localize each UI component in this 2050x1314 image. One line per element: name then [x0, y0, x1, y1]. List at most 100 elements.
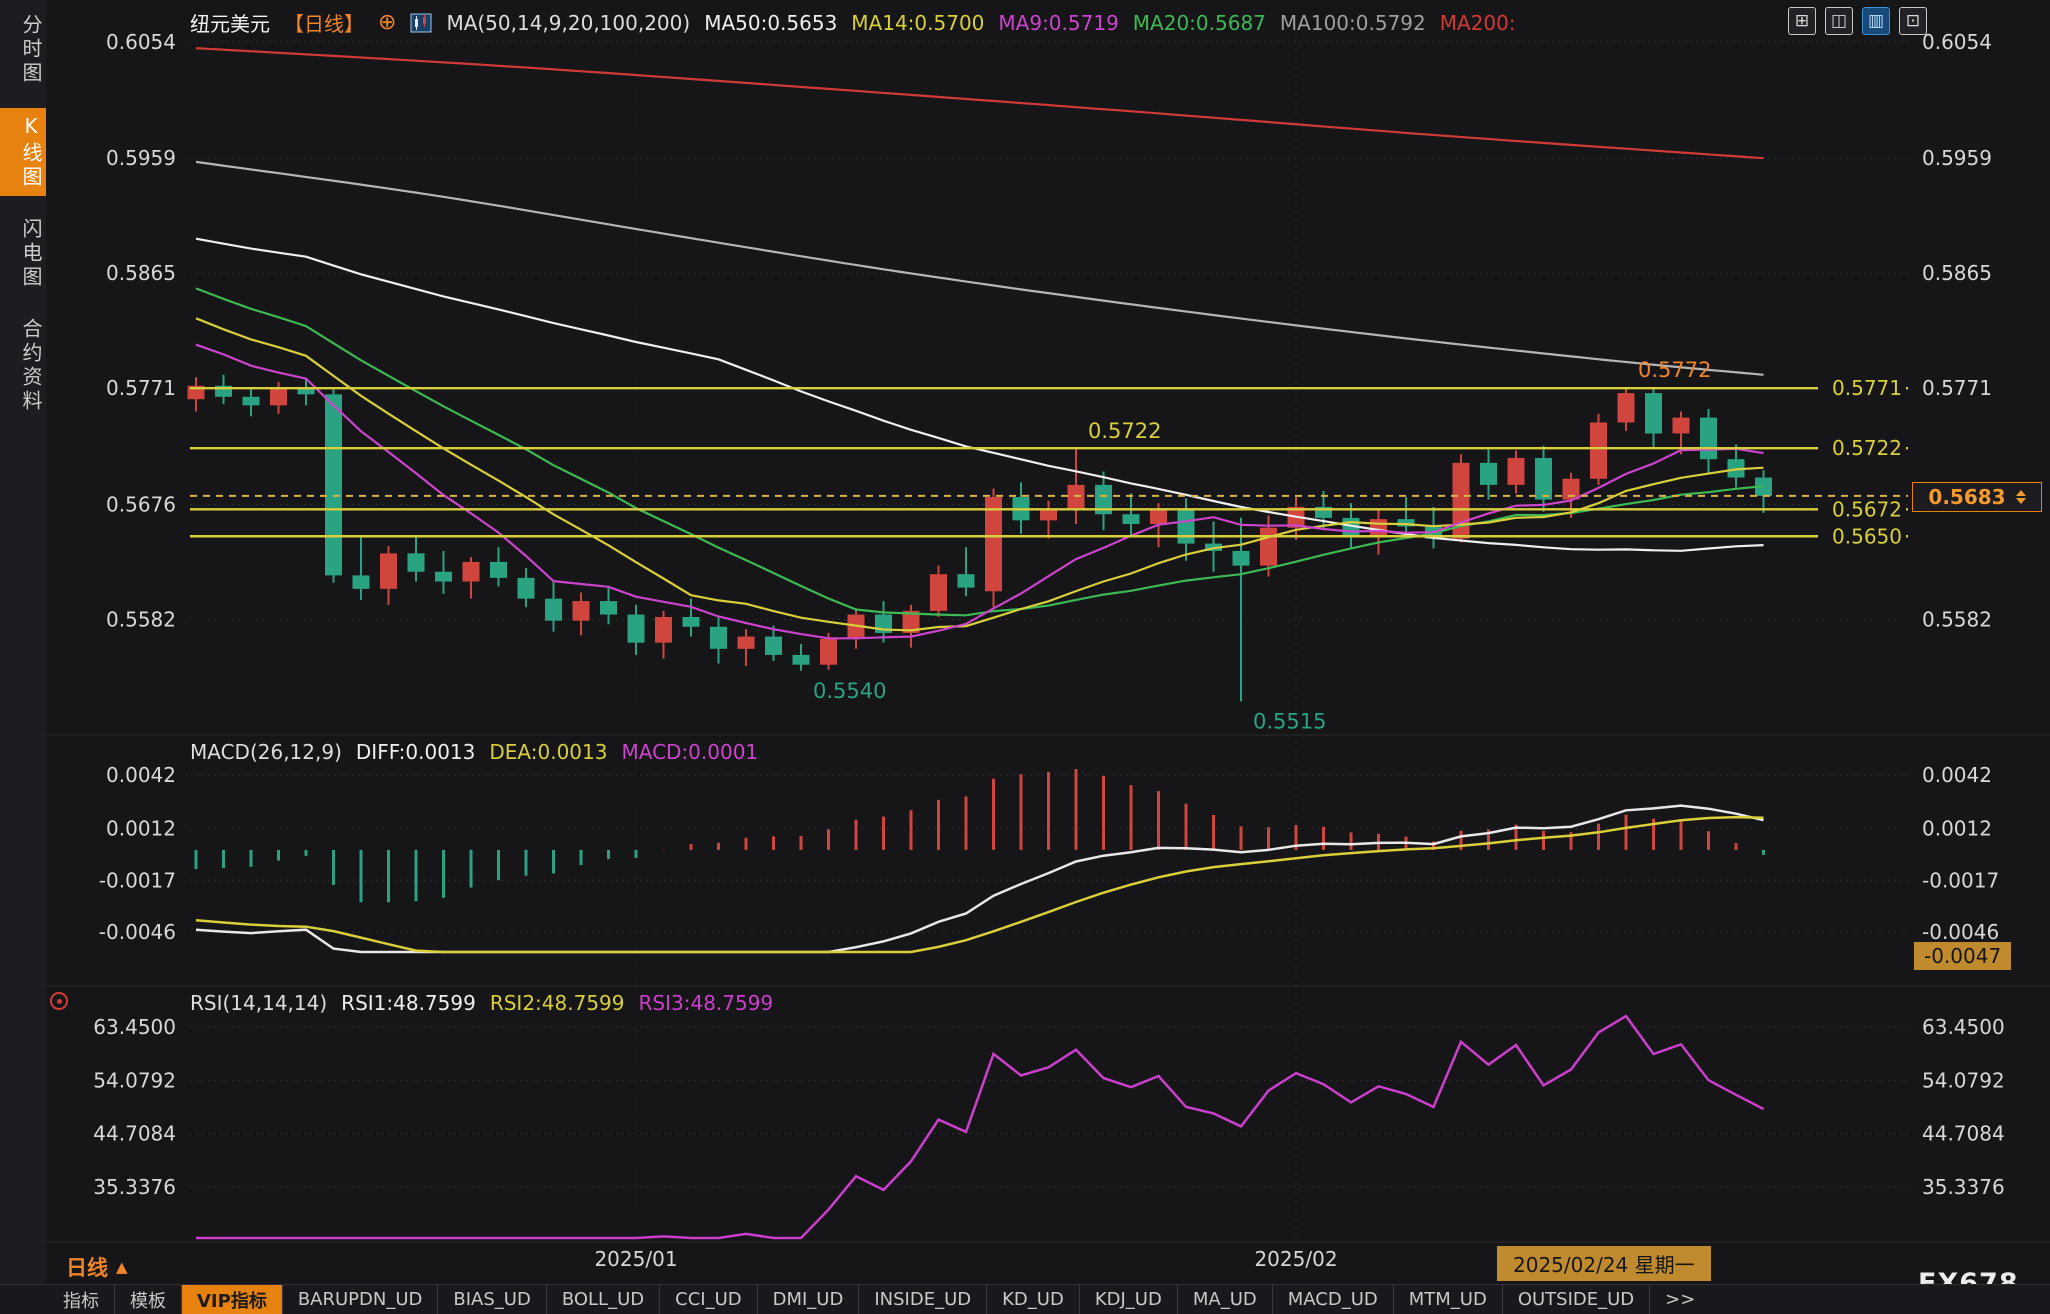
candle-body: [1095, 484, 1112, 515]
macd-axis-label-left: 0.0012: [106, 817, 176, 841]
candle-body: [1315, 506, 1332, 518]
period-tag[interactable]: 【日线】: [284, 12, 364, 36]
candle-body: [1507, 457, 1525, 485]
sidebar-item-2[interactable]: 闪电图: [19, 218, 43, 290]
ma-legend-item-5: MA200:: [1439, 10, 1516, 35]
bottom-tab-3-BARUPDN_UD[interactable]: BARUPDN_UD: [283, 1285, 439, 1314]
candle-body: [490, 561, 507, 578]
bottom-tab-1-模板[interactable]: 模板: [115, 1285, 182, 1314]
candle-body: [1700, 417, 1717, 460]
main-chart-legend: 纽元美元 【日线】 ⊕ MA(50,14,9,20,100,200) MA50:…: [190, 8, 1516, 37]
cursor-date-badge: 2025/02/24 星期一: [1497, 1246, 1711, 1281]
bottom-tab-2-VIP指标[interactable]: VIP指标: [182, 1285, 283, 1314]
price-annotation: 0.5772: [1638, 358, 1711, 382]
add-indicator-icon[interactable]: ⊕: [378, 9, 397, 35]
bottom-tab-11-MA_UD[interactable]: MA_UD: [1178, 1285, 1273, 1314]
ma-legend-item-1: MA14:0.5700: [851, 10, 985, 35]
target-icon[interactable]: [50, 992, 68, 1010]
rsi-axis-label-right: 63.4500: [1922, 1015, 2005, 1039]
candle-body: [462, 561, 480, 582]
more-tabs-button[interactable]: >>: [1665, 1289, 1696, 1310]
bottom-tab-10-KDJ_UD[interactable]: KDJ_UD: [1080, 1285, 1178, 1314]
sidebar-item-1[interactable]: K线图: [0, 108, 46, 196]
bottom-tab-12-MACD_UD[interactable]: MACD_UD: [1273, 1285, 1394, 1314]
bottom-tab-6-CCI_UD[interactable]: CCI_UD: [660, 1285, 758, 1314]
bottom-tab-7-DMI_UD[interactable]: DMI_UD: [758, 1285, 860, 1314]
rsi-axis-label-left: 44.7084: [93, 1122, 176, 1146]
sidebar-item-0[interactable]: 分时图: [19, 14, 43, 86]
candle-body: [737, 636, 755, 649]
timeframe-indicator[interactable]: 日线 ▲: [66, 1252, 128, 1282]
sidebar-item-3[interactable]: 合约资料: [19, 318, 43, 414]
bottom-tab-14-OUTSIDE_UD[interactable]: OUTSIDE_UD: [1503, 1285, 1651, 1314]
candle-body: [215, 385, 232, 397]
bottom-tab-0-指标[interactable]: 指标: [48, 1285, 115, 1314]
candle-body: [957, 574, 975, 588]
candle-body: [1645, 393, 1662, 434]
bottom-tab-5-BOLL_UD[interactable]: BOLL_UD: [547, 1285, 661, 1314]
candle-body: [1370, 519, 1387, 537]
kline-view-icon[interactable]: ▥: [1862, 7, 1890, 35]
price-axis-label-left: 0.6054: [106, 30, 176, 54]
rsi-legend: RSI(14,14,14) RSI1:48.7599 RSI2:48.7599 RS…: [190, 991, 773, 1015]
candle-body: [1672, 417, 1690, 434]
price-axis-label-left: 0.5771: [106, 376, 176, 400]
price-axis-label-right: 0.6054: [1922, 30, 1992, 54]
timeframe-arrow-icon: ▲: [116, 1258, 128, 1276]
rsi-legend-item-1: RSI2:48.7599: [489, 991, 625, 1015]
rsi-axis-label-left: 35.3376: [93, 1175, 176, 1199]
current-price-badge[interactable]: 0.5683: [1912, 482, 2042, 512]
ma-legend-item-4: MA100:0.5792: [1279, 10, 1426, 35]
price-spin-arrows[interactable]: [2015, 490, 2026, 504]
symbol-name: 纽元美元: [190, 12, 270, 36]
macd-axis-label-right: -0.0017: [1922, 868, 1999, 892]
price-annotation: 0.5722: [1088, 419, 1161, 443]
rsi-title: RSI(14,14,14): [190, 991, 328, 1015]
bottom-tab-13-MTM_UD[interactable]: MTM_UD: [1394, 1285, 1503, 1314]
layout-split-icon[interactable]: ◫: [1825, 7, 1853, 35]
rsi-line: [196, 1014, 1765, 1240]
candle-body: [1067, 484, 1085, 510]
candle-body: [572, 601, 590, 621]
price-axis-label-right: 0.5582: [1922, 607, 1992, 631]
bottom-tab-9-KD_UD[interactable]: KD_UD: [987, 1285, 1080, 1314]
x-axis-label: 2025/01: [594, 1247, 677, 1271]
ma-line-MA14: [195, 317, 1764, 632]
macd-title: MACD(26,12,9): [190, 740, 342, 764]
level-label: 0.5672: [1832, 497, 1902, 521]
level-label-bg: [1818, 497, 1906, 522]
macd-legend-item-0: DIFF:0.0013: [355, 740, 476, 764]
price-axis-label-left: 0.5865: [106, 261, 176, 285]
candle-body: [600, 601, 617, 615]
price-annotation: 0.5540: [813, 679, 886, 703]
candle-body: [1177, 510, 1195, 544]
price-axis-label-left: 0.5959: [106, 146, 176, 170]
candle-body: [682, 616, 700, 627]
macd-legend-item-2: MACD:0.0001: [621, 740, 759, 764]
current-price-value: 0.5683: [1928, 485, 2006, 509]
indicator-tab-bar: 指标 模板 VIP指标 BARUPDN_UD BIAS_UD BOLL_UD CCI_UD D…: [0, 1284, 2050, 1314]
candle-body: [1150, 510, 1167, 525]
price-axis-label-right: 0.5771: [1922, 376, 1992, 400]
rsi-axis-label-right: 35.3376: [1922, 1175, 2005, 1199]
bottom-tab-8-INSIDE_UD[interactable]: INSIDE_UD: [859, 1285, 988, 1314]
candle-body: [545, 598, 562, 621]
ma-line-MA200: [195, 47, 1764, 160]
macd-legend: MACD(26,12,9) DIFF:0.0013 DEA:0.0013 MACD:…: [190, 740, 758, 764]
ma-line-MA20: [195, 287, 1764, 617]
sidebar: 分时图 K线图闪电图合约资料: [0, 0, 46, 1284]
chart-canvas: 0.5771 0.5722 0.5672 0.5650 0.5772 0.5722 0.55…: [46, 30, 2050, 1271]
level-label-bg: [1818, 524, 1906, 549]
level-label-bg: [1818, 436, 1906, 461]
bottom-tab-4-BIAS_UD[interactable]: BIAS_UD: [438, 1285, 547, 1314]
expand-view-icon[interactable]: ⊡: [1899, 7, 1927, 35]
ma-legend-item-2: MA9:0.5719: [998, 10, 1119, 35]
layout-grid-icon[interactable]: ⊞: [1788, 7, 1816, 35]
price-axis-label-left: 0.5676: [106, 492, 176, 516]
price-annotation: 0.5515: [1253, 709, 1326, 733]
ma-legend-item-3: MA20:0.5687: [1132, 10, 1266, 35]
candle-body: [242, 396, 260, 406]
candle-body: [1397, 519, 1415, 527]
candle-body: [820, 639, 837, 665]
